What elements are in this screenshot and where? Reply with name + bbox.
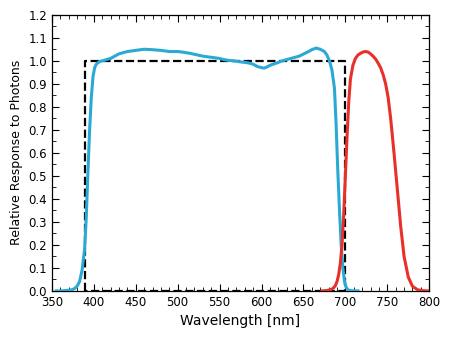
Y-axis label: Relative Response to Photons: Relative Response to Photons (10, 60, 22, 245)
X-axis label: Wavelength [nm]: Wavelength [nm] (180, 314, 301, 328)
